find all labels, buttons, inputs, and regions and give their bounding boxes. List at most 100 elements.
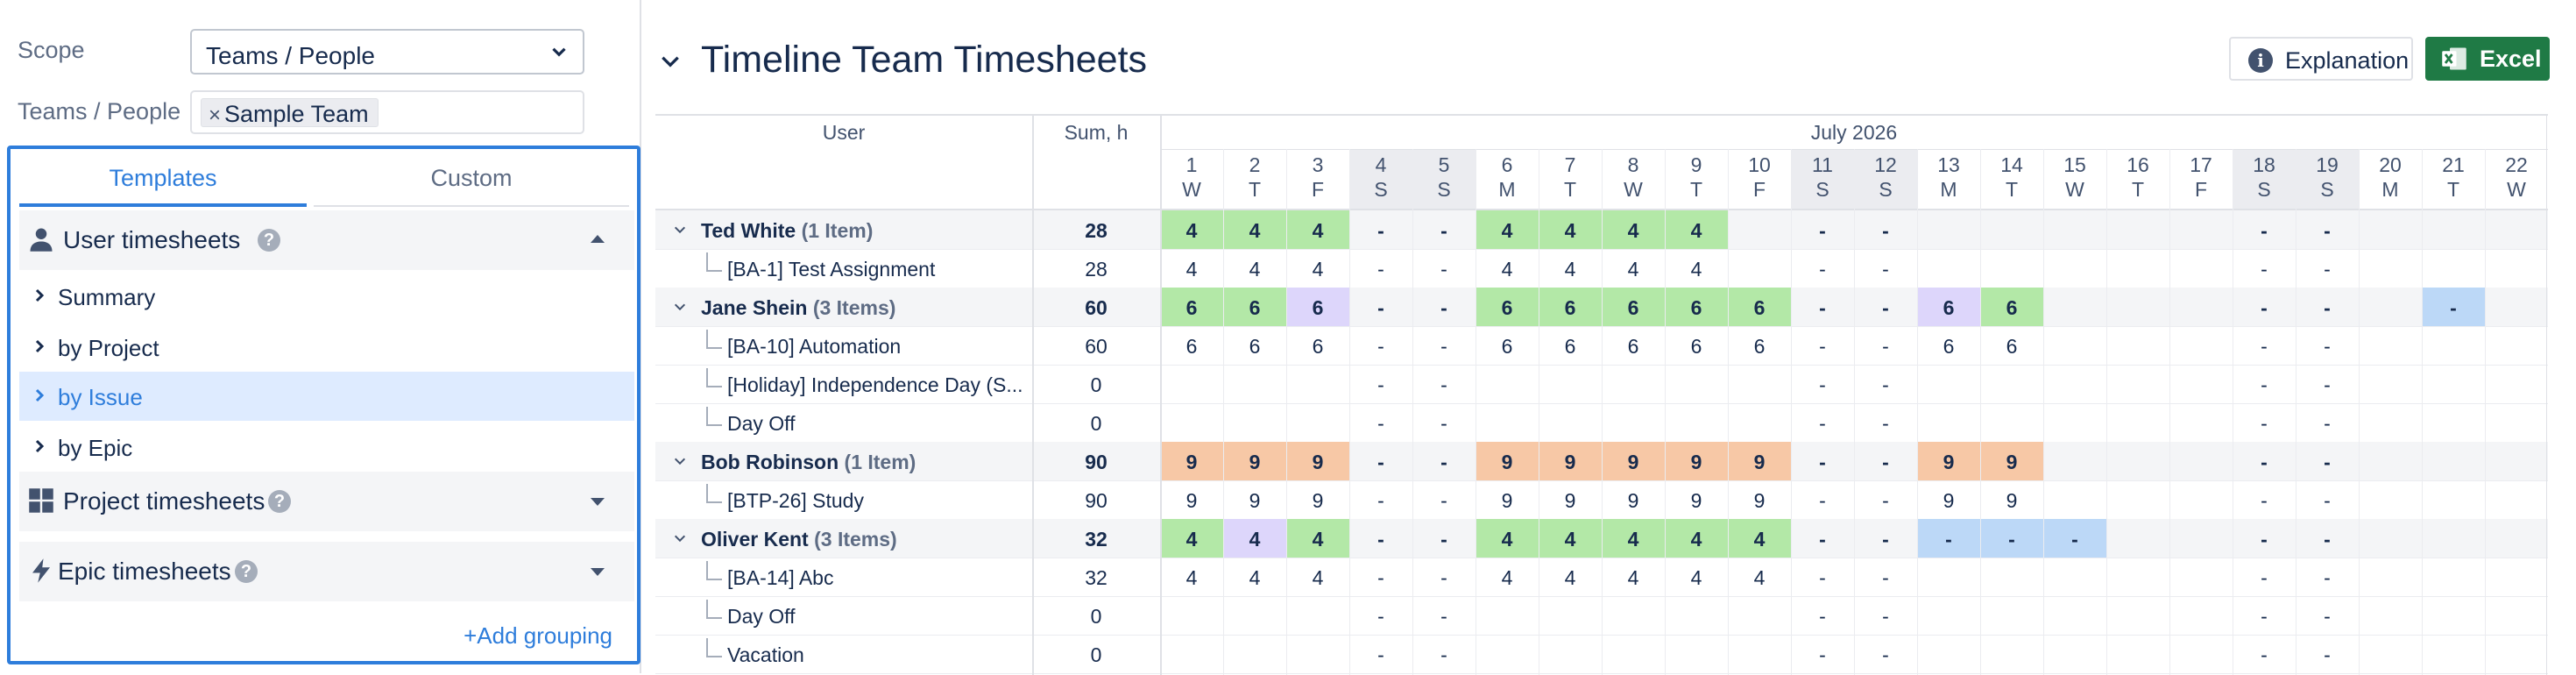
hours-cell[interactable]: 4	[1690, 566, 1702, 589]
hours-cell[interactable]: -	[2261, 412, 2268, 435]
issue-row-label[interactable]: Vacation	[727, 643, 804, 666]
hours-cell[interactable]: -	[1882, 219, 1889, 242]
hours-cell[interactable]: 4	[1690, 258, 1702, 281]
hours-cell[interactable]: -	[1440, 451, 1447, 473]
hours-cell[interactable]: 6	[1501, 296, 1513, 319]
hours-cell[interactable]: -	[1819, 412, 1826, 435]
hours-cell[interactable]: 4	[1564, 566, 1576, 589]
hours-cell[interactable]: 6	[1627, 335, 1639, 358]
section-project-timesheets[interactable]: Project timesheets ?	[19, 472, 634, 531]
hours-cell[interactable]: -	[1882, 335, 1889, 358]
hours-cell[interactable]: -	[1882, 373, 1889, 396]
hours-cell[interactable]: -	[1377, 412, 1384, 435]
hours-cell[interactable]: -	[2324, 373, 2331, 396]
hours-cell[interactable]: -	[1882, 412, 1889, 435]
hours-cell[interactable]: -	[1377, 335, 1384, 358]
hours-cell[interactable]: -	[1377, 296, 1384, 319]
hours-cell[interactable]: -	[1945, 528, 1952, 551]
user-row-label[interactable]: Ted White (1 Item)	[701, 219, 873, 243]
explanation-button[interactable]: i Explanation	[2229, 37, 2413, 81]
remove-tag-icon[interactable]: ×	[209, 103, 222, 127]
hours-cell[interactable]: 4	[1627, 528, 1639, 551]
hours-cell[interactable]: -	[1819, 451, 1826, 473]
hours-cell[interactable]: -	[2261, 528, 2268, 551]
hours-cell[interactable]: -	[1819, 528, 1826, 551]
hours-cell[interactable]: 9	[1690, 451, 1702, 473]
hours-cell[interactable]: 6	[1312, 296, 1324, 319]
hours-cell[interactable]: -	[1882, 296, 1889, 319]
issue-row-label[interactable]: Day Off	[727, 412, 796, 435]
issue-row-label[interactable]: [BTP-26] Study	[727, 489, 864, 512]
hours-cell[interactable]: 4	[1312, 566, 1324, 589]
hours-cell[interactable]: -	[1882, 258, 1889, 281]
scope-select[interactable]: Teams / People	[190, 29, 584, 75]
hours-cell[interactable]: 6	[1564, 335, 1576, 358]
hours-cell[interactable]: -	[2261, 335, 2268, 358]
chevron-down-icon[interactable]	[673, 531, 687, 545]
hours-cell[interactable]: -	[2261, 296, 2268, 319]
hours-cell[interactable]: -	[2261, 566, 2268, 589]
hours-cell[interactable]: -	[1819, 335, 1826, 358]
hours-cell[interactable]: 6	[1249, 335, 1261, 358]
hours-cell[interactable]: -	[1377, 219, 1384, 242]
hours-cell[interactable]: -	[2261, 489, 2268, 512]
hours-cell[interactable]: -	[2324, 451, 2331, 473]
hours-cell[interactable]: -	[1377, 528, 1384, 551]
hours-cell[interactable]: 6	[1185, 296, 1198, 319]
collapse-icon[interactable]	[591, 235, 605, 243]
hours-cell[interactable]: 4	[1185, 528, 1198, 551]
hours-cell[interactable]: 9	[1312, 489, 1324, 512]
help-icon[interactable]: ?	[268, 490, 291, 513]
hours-cell[interactable]: 9	[1943, 489, 1955, 512]
hours-cell[interactable]: 6	[1249, 296, 1261, 319]
hours-cell[interactable]: -	[1819, 296, 1826, 319]
hours-cell[interactable]: -	[2261, 373, 2268, 396]
hours-cell[interactable]: 9	[1564, 489, 1576, 512]
hours-cell[interactable]: 4	[1501, 528, 1513, 551]
hours-cell[interactable]: 6	[2006, 296, 2018, 319]
hours-cell[interactable]: 9	[1312, 451, 1324, 473]
hours-cell[interactable]: -	[1377, 373, 1384, 396]
hours-cell[interactable]: 6	[1312, 335, 1324, 358]
hours-cell[interactable]: -	[1819, 258, 1826, 281]
hours-cell[interactable]: 9	[1501, 489, 1513, 512]
hours-cell[interactable]: 6	[1185, 335, 1198, 358]
hours-cell[interactable]: -	[2324, 605, 2331, 628]
hours-cell[interactable]: 9	[1753, 489, 1766, 512]
hours-cell[interactable]: 6	[1753, 335, 1766, 358]
tab-templates[interactable]: Templates	[19, 149, 307, 207]
hours-cell[interactable]: -	[2324, 643, 2331, 666]
hours-cell[interactable]: 6	[1627, 296, 1639, 319]
section-epic-timesheets[interactable]: Epic timesheets ?	[19, 542, 634, 601]
hours-cell[interactable]: -	[1440, 412, 1447, 435]
hours-cell[interactable]: -	[2324, 528, 2331, 551]
hours-cell[interactable]: -	[1882, 489, 1889, 512]
help-icon[interactable]: ?	[235, 560, 258, 583]
hours-cell[interactable]: 4	[1564, 219, 1576, 242]
hours-cell[interactable]: 9	[1185, 451, 1198, 473]
hours-cell[interactable]: 6	[1943, 296, 1955, 319]
hours-cell[interactable]: -	[2261, 451, 2268, 473]
chevron-down-icon[interactable]	[673, 223, 687, 237]
hours-cell[interactable]: 4	[1312, 219, 1324, 242]
hours-cell[interactable]: 9	[1690, 489, 1702, 512]
hours-cell[interactable]: 4	[1312, 528, 1324, 551]
hours-cell[interactable]: 4	[1564, 258, 1576, 281]
hours-cell[interactable]: -	[1440, 643, 1447, 666]
hours-cell[interactable]: 4	[1185, 258, 1198, 281]
add-grouping-link[interactable]: +Add grouping	[464, 622, 612, 649]
hours-cell[interactable]: -	[2324, 412, 2331, 435]
hours-cell[interactable]: -	[1440, 528, 1447, 551]
hours-cell[interactable]: -	[1377, 489, 1384, 512]
hours-cell[interactable]: -	[1819, 643, 1826, 666]
hours-cell[interactable]: -	[1377, 258, 1384, 281]
hours-cell[interactable]: -	[1377, 605, 1384, 628]
hours-cell[interactable]: 4	[1501, 258, 1513, 281]
hours-cell[interactable]: 4	[1185, 219, 1198, 242]
hours-cell[interactable]: 4	[1312, 258, 1324, 281]
hours-cell[interactable]: -	[2324, 566, 2331, 589]
user-row-label[interactable]: Bob Robinson (1 Item)	[701, 451, 916, 474]
hours-cell[interactable]: 4	[1627, 566, 1639, 589]
teams-people-input[interactable]: × Sample Team	[190, 90, 584, 134]
chevron-down-icon[interactable]	[673, 454, 687, 468]
